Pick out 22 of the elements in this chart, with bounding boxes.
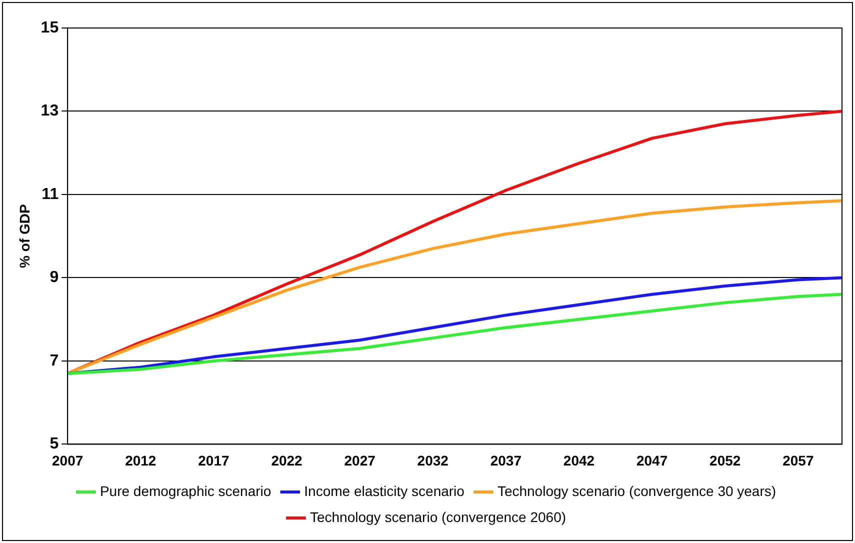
legend-label: Income elasticity scenario [304, 482, 465, 499]
y-tick-label: 13 [40, 102, 59, 120]
x-tick-label: 2047 [636, 452, 668, 468]
y-axis-title: % of GDP [16, 204, 32, 268]
y-tick-label: 5 [50, 436, 59, 453]
x-tick-label: 2027 [344, 452, 376, 468]
y-tick-label: 9 [50, 269, 59, 286]
legend-label: Pure demographic scenario [100, 482, 272, 499]
x-tick-label: 2007 [52, 452, 84, 468]
y-tick-label: 15 [40, 19, 59, 36]
x-tick-label: 2032 [417, 452, 449, 468]
x-tick-label: 2022 [271, 452, 303, 468]
legend-label: Technology scenario (convergence 30 years) [497, 482, 776, 499]
x-tick-label: 2042 [563, 452, 595, 468]
legend-label: Technology scenario (convergence 2060) [310, 508, 566, 525]
x-tick-label: 2012 [125, 452, 156, 468]
x-tick-label: 2052 [710, 452, 741, 468]
x-tick-label: 2057 [782, 452, 814, 468]
x-tick-label: 2017 [198, 452, 230, 468]
y-tick-label: 7 [50, 352, 59, 370]
y-tick-label: 11 [42, 186, 59, 203]
x-tick-label: 2037 [490, 452, 522, 468]
